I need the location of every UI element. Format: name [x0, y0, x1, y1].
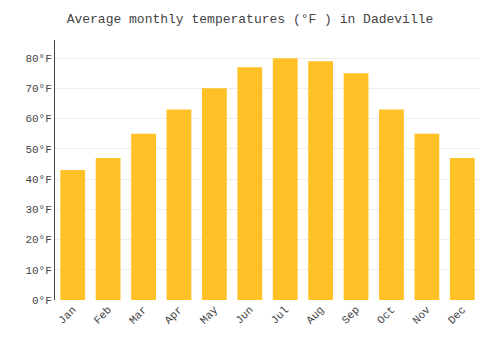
svg-text:Jan: Jan	[56, 304, 78, 326]
svg-text:60°F: 60°F	[25, 113, 51, 125]
svg-text:Jun: Jun	[233, 304, 255, 326]
svg-text:70°F: 70°F	[25, 83, 51, 95]
svg-text:Aug: Aug	[304, 304, 326, 326]
svg-text:10°F: 10°F	[25, 265, 51, 277]
svg-text:Average monthly temperatures (: Average monthly temperatures (°F ) in Da…	[67, 12, 434, 27]
svg-text:40°F: 40°F	[25, 174, 51, 186]
svg-text:Dec: Dec	[446, 304, 468, 326]
svg-text:Apr: Apr	[162, 304, 184, 326]
svg-text:Feb: Feb	[92, 304, 114, 326]
svg-text:80°F: 80°F	[25, 53, 51, 65]
svg-text:Nov: Nov	[410, 304, 433, 327]
svg-text:50°F: 50°F	[25, 144, 51, 156]
svg-text:Jul: Jul	[269, 304, 291, 326]
svg-text:Oct: Oct	[375, 304, 397, 326]
svg-text:May: May	[198, 304, 221, 327]
svg-text:0°F: 0°F	[32, 295, 52, 307]
svg-text:30°F: 30°F	[25, 204, 51, 216]
svg-text:Mar: Mar	[127, 304, 149, 326]
svg-text:Sep: Sep	[340, 304, 362, 326]
svg-text:20°F: 20°F	[25, 234, 51, 246]
